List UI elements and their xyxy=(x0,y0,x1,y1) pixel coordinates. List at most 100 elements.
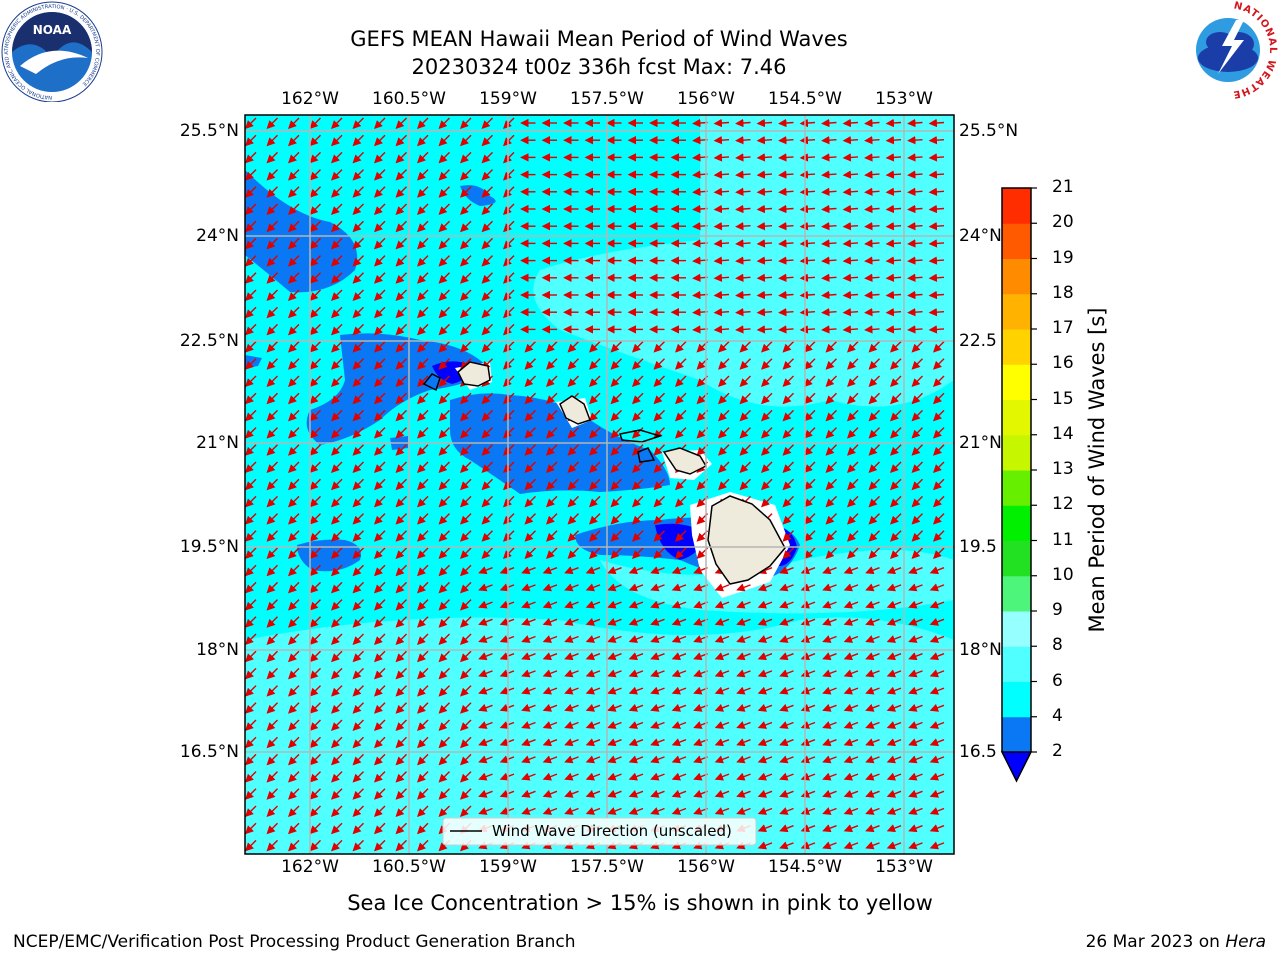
colorbar-swatch xyxy=(1002,716,1031,753)
wave-direction-arrow xyxy=(521,635,536,643)
wave-direction-arrow xyxy=(842,222,859,231)
wave-direction-arrow xyxy=(842,187,859,196)
wave-direction-arrow xyxy=(847,375,859,387)
wave-direction-arrow xyxy=(778,187,794,196)
wave-direction-arrow xyxy=(933,358,945,370)
wave-direction-arrow xyxy=(692,136,708,145)
wave-direction-arrow xyxy=(481,341,493,353)
wave-direction-arrow xyxy=(653,530,665,542)
wave-direction-arrow xyxy=(331,461,343,473)
wave-direction-arrow xyxy=(503,186,515,198)
wave-direction-arrow xyxy=(928,170,945,179)
wave-direction-arrow xyxy=(352,186,364,198)
colorbar-tick-label: 11 xyxy=(1052,529,1074,550)
wave-direction-arrow xyxy=(352,702,364,714)
wave-direction-arrow xyxy=(395,702,407,714)
wave-direction-arrow xyxy=(309,255,321,267)
wave-direction-arrow xyxy=(911,427,923,439)
wave-direction-arrow xyxy=(632,530,644,542)
wave-direction-arrow xyxy=(567,513,579,525)
wave-direction-arrow xyxy=(395,134,407,147)
wave-direction-arrow xyxy=(245,427,257,439)
wave-direction-arrow xyxy=(546,478,558,491)
colorbar-swatch xyxy=(1002,575,1031,612)
wave-direction-arrow xyxy=(542,721,558,729)
wave-direction-arrow xyxy=(865,600,880,609)
noaa-logo: NATIONAL OCEANIC AND ATMOSPHERIC ADMINIS… xyxy=(1,1,103,102)
wave-direction-arrow xyxy=(331,220,343,233)
wave-direction-arrow xyxy=(331,272,343,284)
wave-direction-arrow xyxy=(309,375,321,387)
wave-direction-arrow xyxy=(395,444,407,456)
wave-direction-arrow xyxy=(671,583,687,592)
wave-direction-arrow xyxy=(352,289,364,301)
wave-direction-arrow xyxy=(524,513,536,525)
wave-direction-arrow xyxy=(907,308,923,317)
wave-direction-arrow xyxy=(610,409,622,422)
wave-direction-arrow xyxy=(822,669,837,678)
wave-direction-arrow xyxy=(735,239,751,248)
wave-direction-arrow xyxy=(352,375,364,387)
wave-direction-arrow xyxy=(842,239,859,248)
wave-direction-arrow xyxy=(692,118,708,128)
wave-direction-arrow xyxy=(822,583,837,592)
lat-label-left: 25.5°N xyxy=(179,121,239,141)
wave-direction-arrow xyxy=(713,256,730,265)
wave-direction-arrow xyxy=(395,650,407,663)
wave-direction-arrow xyxy=(438,255,450,267)
wave-direction-arrow xyxy=(266,358,278,370)
wave-direction-arrow xyxy=(266,461,278,473)
wave-direction-arrow xyxy=(245,272,257,284)
wave-direction-arrow xyxy=(671,652,687,661)
lat-label-right: 16.5 xyxy=(959,742,997,762)
wave-direction-arrow xyxy=(885,222,902,231)
wave-direction-arrow xyxy=(933,427,945,439)
wave-direction-arrow xyxy=(628,703,644,712)
wave-direction-arrow xyxy=(911,547,923,559)
wave-direction-arrow xyxy=(352,581,364,594)
wave-direction-arrow xyxy=(331,650,343,663)
wave-direction-arrow xyxy=(756,290,773,300)
wave-direction-arrow xyxy=(825,530,837,542)
wave-direction-arrow xyxy=(868,444,880,456)
wave-direction-arrow xyxy=(671,600,687,609)
wave-direction-arrow xyxy=(460,685,472,697)
wave-direction-arrow xyxy=(395,581,407,594)
wave-direction-arrow xyxy=(907,153,923,162)
wave-direction-arrow xyxy=(907,136,923,145)
wave-direction-arrow xyxy=(890,444,902,456)
wave-direction-arrow xyxy=(585,635,601,643)
wave-direction-arrow xyxy=(481,392,493,405)
wave-direction-arrow xyxy=(288,392,300,405)
wave-direction-arrow xyxy=(589,461,601,473)
wave-direction-arrow xyxy=(675,375,687,387)
wave-direction-arrow xyxy=(374,702,386,714)
wave-direction-arrow xyxy=(417,169,429,181)
wave-direction-arrow xyxy=(713,118,730,128)
wave-direction-arrow xyxy=(352,633,364,645)
wave-direction-arrow xyxy=(632,341,644,353)
wave-direction-arrow xyxy=(929,652,945,661)
wave-direction-arrow xyxy=(865,635,880,643)
wave-direction-arrow xyxy=(438,444,450,456)
wave-direction-arrow xyxy=(911,409,923,422)
wave-direction-arrow xyxy=(478,617,493,626)
wave-direction-arrow xyxy=(460,427,472,439)
wave-direction-arrow xyxy=(438,203,450,215)
wave-direction-arrow xyxy=(288,409,300,422)
wave-direction-arrow xyxy=(352,220,364,233)
wave-direction-arrow xyxy=(309,272,321,284)
wave-direction-arrow xyxy=(928,222,945,231)
wave-direction-arrow xyxy=(843,600,859,609)
wave-direction-arrow xyxy=(675,530,687,542)
wave-direction-arrow xyxy=(911,392,923,405)
wave-direction-arrow xyxy=(761,461,773,473)
wave-direction-arrow xyxy=(266,427,278,439)
wave-direction-arrow xyxy=(266,478,278,491)
wave-direction-arrow xyxy=(739,427,751,439)
wave-direction-arrow xyxy=(309,633,321,645)
wave-direction-arrow xyxy=(245,341,257,353)
footer-date-text: 26 Mar 2023 on xyxy=(1085,932,1226,952)
wave-direction-arrow xyxy=(245,513,257,525)
wave-direction-arrow xyxy=(460,581,472,594)
